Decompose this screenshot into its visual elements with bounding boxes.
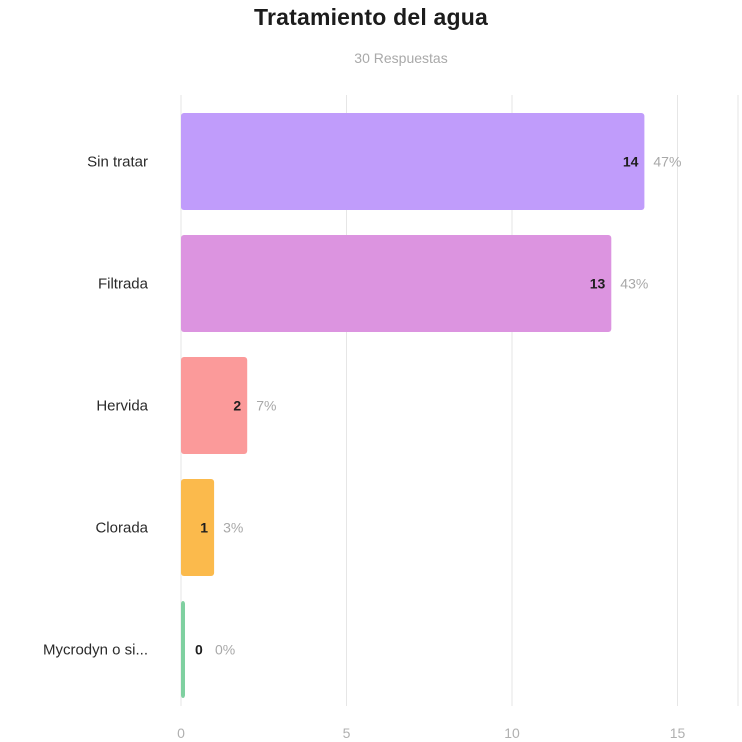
value-label: 13 bbox=[590, 276, 606, 292]
percent-label: 43% bbox=[620, 276, 648, 292]
percent-label: 7% bbox=[256, 398, 276, 414]
value-label: 1 bbox=[200, 520, 208, 536]
percent-label: 0% bbox=[215, 642, 235, 658]
bar bbox=[181, 235, 612, 332]
x-tick-label: 10 bbox=[504, 725, 520, 741]
percent-label: 47% bbox=[653, 154, 681, 170]
bar bbox=[181, 113, 645, 210]
chart-title: Tratamiento del agua bbox=[253, 4, 489, 30]
x-tick-label: 15 bbox=[670, 725, 686, 741]
category-label: Clorada bbox=[95, 520, 148, 537]
category-label: Sin tratar bbox=[87, 154, 148, 171]
value-label: 2 bbox=[233, 398, 241, 414]
category-label: Hervida bbox=[96, 398, 148, 415]
bar bbox=[181, 357, 248, 454]
value-label: 14 bbox=[623, 154, 639, 170]
value-label: 0 bbox=[195, 642, 203, 658]
category-label: Filtrada bbox=[98, 276, 149, 293]
chart-subtitle: 30 Respuestas bbox=[354, 50, 448, 66]
x-tick-label: 5 bbox=[343, 725, 351, 741]
x-tick-label: 0 bbox=[177, 725, 185, 741]
percent-label: 3% bbox=[223, 520, 243, 536]
category-label: Mycrodyn o si... bbox=[43, 642, 148, 659]
bar bbox=[181, 479, 215, 576]
bar bbox=[181, 601, 185, 698]
